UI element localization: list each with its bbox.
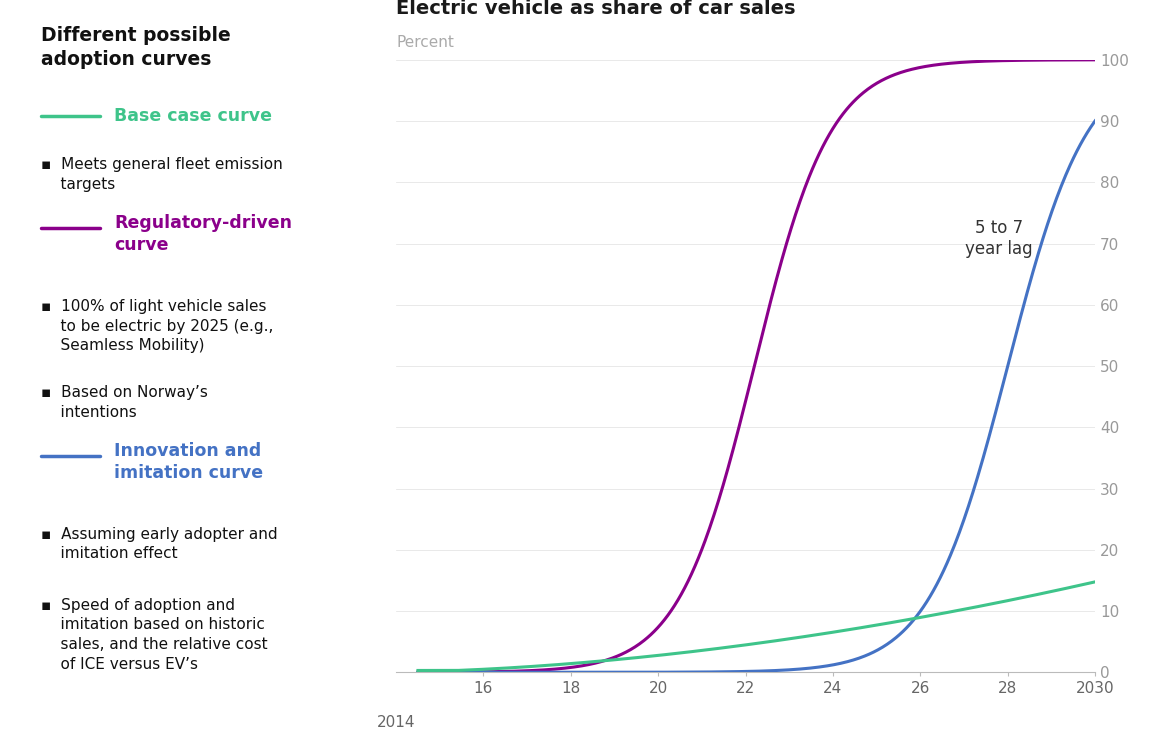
Text: ▪  Meets general fleet emission
    targets: ▪ Meets general fleet emission targets: [41, 157, 283, 192]
Text: Base case curve: Base case curve: [114, 107, 273, 125]
Text: ▪  Based on Norway’s
    intentions: ▪ Based on Norway’s intentions: [41, 385, 207, 420]
Text: Percent: Percent: [396, 35, 454, 50]
Text: Electric vehicle as share of car sales: Electric vehicle as share of car sales: [396, 0, 796, 17]
Text: Innovation and
imitation curve: Innovation and imitation curve: [114, 442, 263, 482]
Text: ▪  Speed of adoption and
    imitation based on historic
    sales, and the rela: ▪ Speed of adoption and imitation based …: [41, 598, 268, 672]
Text: Different possible
adoption curves: Different possible adoption curves: [41, 26, 231, 69]
Text: 5 to 7
year lag: 5 to 7 year lag: [965, 219, 1033, 258]
Text: Regulatory-driven
curve: Regulatory-driven curve: [114, 214, 292, 254]
Text: ▪  100% of light vehicle sales
    to be electric by 2025 (e.g.,
    Seamless Mo: ▪ 100% of light vehicle sales to be elec…: [41, 299, 273, 353]
Text: 2014: 2014: [376, 715, 416, 730]
Text: ▪  Assuming early adopter and
    imitation effect: ▪ Assuming early adopter and imitation e…: [41, 527, 277, 562]
